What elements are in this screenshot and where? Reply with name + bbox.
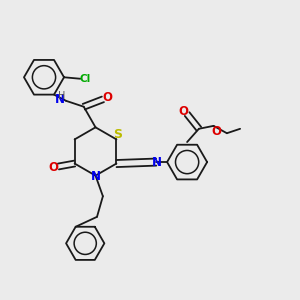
Text: Cl: Cl [80,74,91,84]
Text: O: O [48,161,58,174]
Text: N: N [55,93,65,106]
Text: S: S [113,128,122,141]
Text: O: O [178,105,189,118]
Text: O: O [102,92,112,104]
Text: N: N [152,157,161,169]
Text: O: O [211,125,221,138]
Text: N: N [91,170,101,183]
Text: H: H [58,91,66,101]
